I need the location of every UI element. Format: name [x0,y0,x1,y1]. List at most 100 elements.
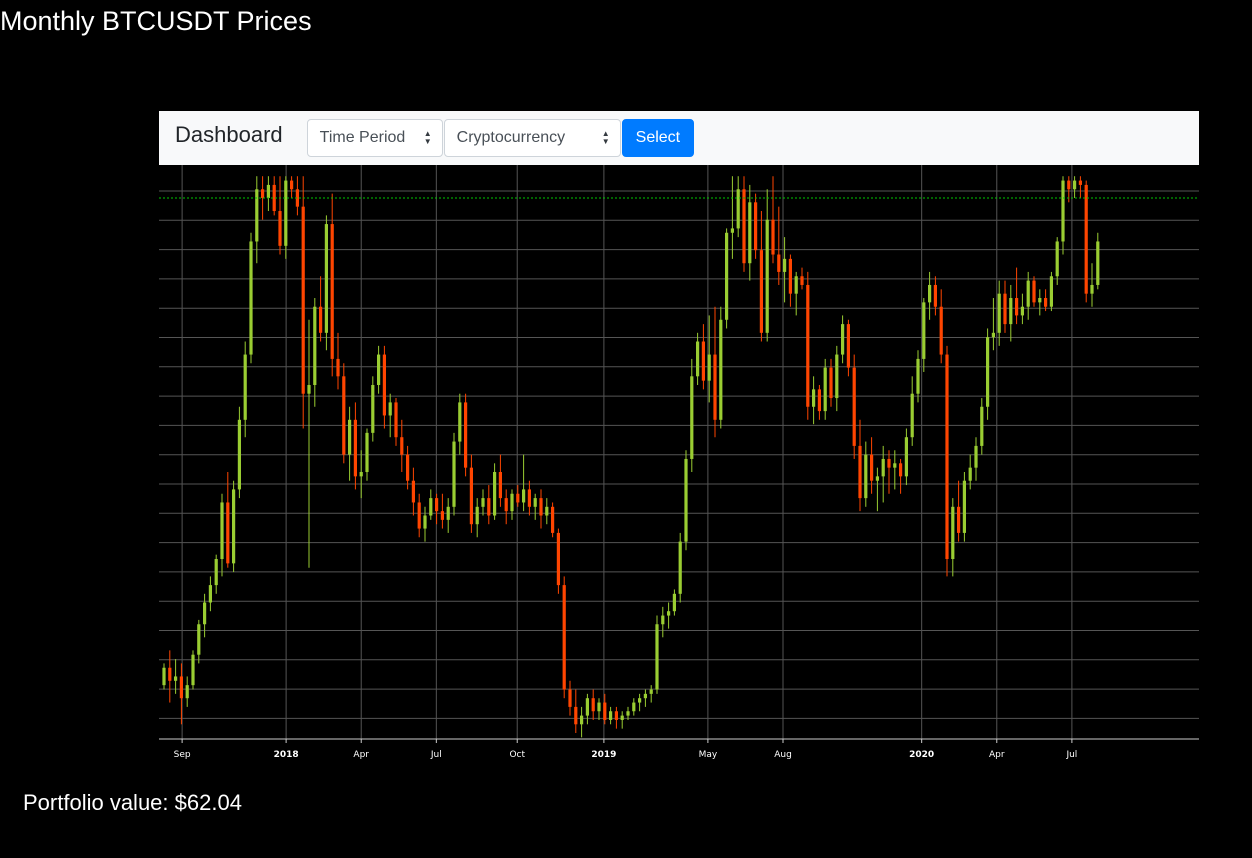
candle-body [1090,284,1094,294]
candle-body [591,698,595,712]
candle-body [243,354,247,420]
candle-body [301,206,305,394]
candle-body [446,506,450,520]
navbar: Dashboard Time Period ▲ ▼ Cryptocurrency … [159,111,1199,165]
candle-body [545,506,549,516]
candle-body [1055,241,1059,277]
candle-body [290,180,294,190]
candle-body [417,502,421,529]
candle-body [1009,298,1013,325]
select-arrows-icon: ▲ ▼ [601,129,610,146]
candle-body [498,472,502,499]
candle-body [313,306,317,386]
candle-body [1003,293,1007,325]
candle-body [893,463,897,468]
candle-body [690,376,694,459]
candle-body [371,385,375,433]
candle-body [835,354,839,399]
candle-body [910,393,914,438]
candle-body [504,498,508,512]
candle-body [562,585,566,690]
candle-body [237,419,241,490]
select-button[interactable]: Select [621,119,695,157]
candle-body [771,219,775,255]
candle-body [661,615,665,625]
time-period-select[interactable]: Time Period ▲ ▼ [306,119,443,157]
candle-body [603,702,607,720]
candle-body [475,506,479,525]
candle-body [411,480,415,503]
candle-body [452,441,456,507]
candle-body [881,458,885,477]
candle-body [295,189,299,207]
candle-body [510,493,514,512]
x-tick-label: Sep [174,750,191,760]
candle-body [214,559,218,586]
candle-body [1026,280,1030,307]
candle-body [974,445,978,468]
candle-body [1049,276,1053,307]
candle-body [765,219,769,333]
candle-body [632,702,636,712]
cryptocurrency-select[interactable]: Cryptocurrency ▲ ▼ [443,119,621,157]
candle-body [174,676,178,681]
candle-body [1067,180,1071,190]
candle-body [783,258,787,272]
candle-body [957,506,961,533]
candle-body [272,184,276,212]
candle-body [904,437,908,477]
candle-body [319,306,323,333]
candle-body [939,306,943,355]
candle-body [330,224,334,359]
candle-body [400,437,404,455]
candle-body [226,502,230,564]
candle-body [945,354,949,560]
candle-body [759,250,763,333]
candle-body [568,689,572,707]
candle-body [1078,180,1082,185]
candle-body [684,458,688,542]
candle-body [899,463,903,477]
candle-body [916,358,920,394]
candle-body [696,341,700,377]
candle-body [777,254,781,272]
candle-body [968,467,972,481]
candle-body [1096,241,1100,285]
candle-body [707,354,711,381]
page-title: Monthly BTCUSDT Prices [0,6,312,36]
candle-body [458,402,462,442]
candle-body [551,506,555,533]
candle-body [962,480,966,533]
x-tick-label: Apr [989,750,1005,760]
candle-body [574,706,578,725]
candle-body [817,389,821,412]
candle-body [1073,180,1077,190]
candle-body [649,689,653,694]
candle-body [852,367,856,446]
candle-body [922,302,926,359]
candle-body [672,593,676,612]
candle-body [556,532,560,586]
candle-body [754,202,758,251]
candle-body [667,611,671,616]
candle-body [986,337,990,407]
candle-body [980,406,984,446]
dashboard-brand[interactable]: Dashboard [175,122,283,147]
candlestick-chart[interactable]: Sep 2018 Apr Jul Oct 2019 May Aug 2020 Apr Jul [159,165,1199,765]
candle-body [533,498,537,507]
candle-body [812,389,816,407]
x-tick-label: 2018 [274,750,299,760]
candle-body [353,419,357,477]
x-tick-label: May [699,750,718,760]
x-tick-label: Oct [509,750,525,760]
candle-body [1038,298,1042,303]
cryptocurrency-select-value: Cryptocurrency [456,129,566,146]
x-tick-label: 2020 [909,750,934,760]
candle-body [620,715,624,720]
candle-body [858,445,862,499]
candle-body [626,711,630,716]
candle-body [643,693,647,699]
candle-body [440,511,444,520]
candle-body [406,454,410,481]
candle-body [255,189,259,242]
